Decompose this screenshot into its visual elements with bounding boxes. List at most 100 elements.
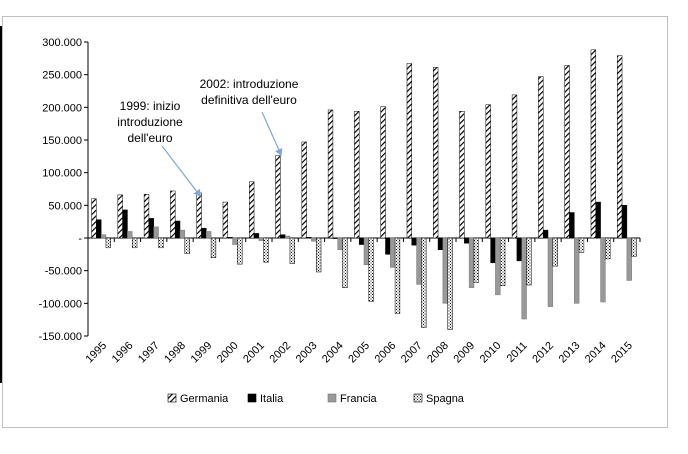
x-tick-label: 2006 [373,340,399,366]
bar-francia-1997 [154,227,159,238]
bar-italia-2004 [333,238,338,239]
bar-italia-1997 [149,218,154,238]
bar-francia-2008 [443,238,448,303]
bar-francia-2012 [548,238,553,307]
legend-swatch [248,394,256,402]
bar-germania-2012 [538,77,543,238]
legend-swatch [328,394,336,402]
bar-francia-2007 [417,238,422,284]
bar-francia-2000 [233,238,238,245]
bar-spagna-2012 [553,238,558,266]
bar-germania-2003 [302,142,307,238]
bar-spagna-1997 [159,238,164,248]
bar-spagna-2003 [316,238,321,272]
bar-spagna-2014 [605,238,610,259]
bar-germania-2002 [276,156,281,238]
x-tick-label: 2008 [425,340,451,366]
bar-spagna-2008 [448,238,453,329]
legend-swatch [414,394,422,402]
y-tick-label: 100.000 [42,168,82,180]
bar-francia-2010 [495,238,500,295]
x-tick-label: 2012 [530,340,556,366]
legend-swatch [168,394,176,402]
bar-francia-2015 [627,238,632,280]
bar-italia-2001 [254,233,259,238]
y-tick-label: 200.000 [42,102,82,114]
bar-germania-1997 [144,194,149,238]
x-tick-label: 2015 [609,340,635,366]
legend-item-francia: Francia [328,393,378,405]
annotation-arrow [262,112,281,155]
bar-francia-2004 [338,238,343,250]
x-tick-label: 1995 [83,340,109,366]
legend-label: Spagna [426,393,465,405]
bar-germania-1996 [118,195,123,238]
bar-germania-2014 [591,50,596,238]
bar-spagna-1999 [211,238,216,258]
bar-spagna-2006 [395,238,400,314]
bar-germania-2010 [486,105,491,238]
bar-germania-1995 [92,199,97,238]
bar-francia-2014 [601,238,606,302]
x-tick-label: 1996 [110,340,136,366]
bar-italia-1996 [123,210,128,238]
bar-spagna-2000 [237,238,242,264]
tick-labels-group: 300.000250.000200.000150.000100.00050.00… [39,37,635,365]
annotations-group: 1999: inizio introduzione dell'euro 2002: i… [117,77,298,196]
bar-chart: 300.000250.000200.000150.000100.00050.00… [0,0,688,454]
annotation-text: 2002: introduzione [200,77,299,91]
legend-item-spagna: Spagna [414,393,465,405]
legend-label: Francia [340,393,378,405]
bar-spagna-2009 [474,238,479,282]
x-tick-label: 2010 [478,340,504,366]
bar-francia-2009 [469,238,474,288]
bar-spagna-1998 [185,238,190,254]
bar-germania-2004 [328,110,333,238]
bar-germania-2007 [407,64,412,238]
y-tick-label: 300.000 [42,37,82,49]
y-tick-label: 50.000 [48,200,82,212]
bar-spagna-2015 [632,238,637,256]
x-tick-label: 1999 [189,340,215,366]
bar-germania-1999 [197,193,202,238]
bar-spagna-2013 [579,238,584,252]
bar-germania-2001 [249,182,254,238]
x-tick-label: 2014 [583,340,609,366]
x-tick-label: 2003 [294,340,320,366]
bar-spagna-2005 [369,238,374,301]
bar-spagna-1996 [132,238,137,248]
x-tick-label: 2004 [320,340,346,366]
x-tick-label: 2013 [557,340,583,366]
bar-germania-2005 [354,111,359,238]
x-tick-label: 2002 [267,340,293,366]
bar-germania-2015 [617,56,622,238]
y-tick-label: -150.000 [39,331,82,343]
bar-spagna-1995 [106,238,111,248]
legend-item-germania: Germania [168,393,229,405]
bar-spagna-2011 [527,238,532,285]
bar-francia-1995 [101,235,106,238]
bar-italia-2007 [412,238,417,245]
bar-italia-2010 [491,238,496,263]
bar-francia-2011 [522,238,527,319]
annotation-arrow [162,146,200,196]
bar-francia-2006 [390,238,395,267]
bar-italia-1995 [96,220,101,238]
bar-italia-2005 [359,238,364,245]
bar-spagna-2010 [500,238,505,286]
axes-group [84,42,640,336]
bar-francia-1999 [206,231,211,238]
bar-francia-1998 [180,230,185,238]
bar-italia-1998 [175,221,180,238]
y-tick-label: - [78,233,82,245]
bar-spagna-2002 [290,238,295,263]
bar-italia-2009 [464,238,469,243]
bar-spagna-2001 [264,238,269,262]
bar-italia-2008 [438,238,443,250]
annotation-text: 1999: inizio [120,99,181,113]
x-tick-label: 1997 [136,340,162,366]
annotation-text: definitiva dell'euro [201,93,297,107]
legend: Germania Italia Francia Spagna [168,393,465,405]
annotation-text: dell'euro [128,131,173,145]
bar-germania-2008 [433,67,438,238]
